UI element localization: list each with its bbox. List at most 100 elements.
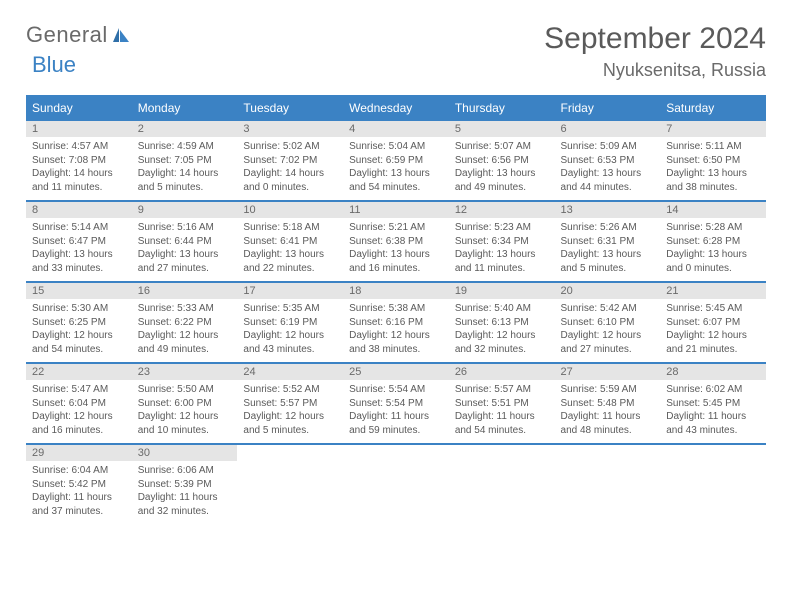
sunset-text: Sunset: 6:31 PM [561, 235, 655, 249]
day-details: Sunrise: 5:52 AMSunset: 5:57 PMDaylight:… [237, 380, 343, 443]
day-number: 27 [555, 364, 661, 380]
day-details: Sunrise: 5:50 AMSunset: 6:00 PMDaylight:… [132, 380, 238, 443]
week-row: 15Sunrise: 5:30 AMSunset: 6:25 PMDayligh… [26, 282, 766, 363]
day-number: 22 [26, 364, 132, 380]
daylight-text-1: Daylight: 13 hours [349, 248, 443, 262]
day-cell: 6Sunrise: 5:09 AMSunset: 6:53 PMDaylight… [555, 120, 661, 201]
day-cell: 1Sunrise: 4:57 AMSunset: 7:08 PMDaylight… [26, 120, 132, 201]
daylight-text-2: and 11 minutes. [32, 181, 126, 195]
daylight-text-2: and 49 minutes. [455, 181, 549, 195]
weekday-header: Saturday [660, 96, 766, 120]
sunset-text: Sunset: 6:47 PM [32, 235, 126, 249]
daylight-text-2: and 43 minutes. [243, 343, 337, 357]
sunrise-text: Sunrise: 5:14 AM [32, 221, 126, 235]
daylight-text-1: Daylight: 12 hours [349, 329, 443, 343]
day-number: 30 [132, 445, 238, 461]
day-number: 13 [555, 202, 661, 218]
sunrise-text: Sunrise: 5:30 AM [32, 302, 126, 316]
day-cell [343, 444, 449, 524]
daylight-text-2: and 11 minutes. [455, 262, 549, 276]
month-title: September 2024 [544, 22, 766, 56]
day-details: Sunrise: 5:14 AMSunset: 6:47 PMDaylight:… [26, 218, 132, 281]
day-cell: 11Sunrise: 5:21 AMSunset: 6:38 PMDayligh… [343, 201, 449, 282]
sunset-text: Sunset: 6:38 PM [349, 235, 443, 249]
day-cell: 20Sunrise: 5:42 AMSunset: 6:10 PMDayligh… [555, 282, 661, 363]
sunrise-text: Sunrise: 5:40 AM [455, 302, 549, 316]
logo: General [26, 22, 131, 50]
day-cell [555, 444, 661, 524]
daylight-text-1: Daylight: 12 hours [138, 410, 232, 424]
day-details: Sunrise: 5:21 AMSunset: 6:38 PMDaylight:… [343, 218, 449, 281]
daylight-text-1: Daylight: 11 hours [138, 491, 232, 505]
day-details: Sunrise: 6:04 AMSunset: 5:42 PMDaylight:… [26, 461, 132, 524]
day-number: 16 [132, 283, 238, 299]
daylight-text-2: and 5 minutes. [243, 424, 337, 438]
day-number: 18 [343, 283, 449, 299]
day-number: 26 [449, 364, 555, 380]
daylight-text-2: and 49 minutes. [138, 343, 232, 357]
day-cell: 4Sunrise: 5:04 AMSunset: 6:59 PMDaylight… [343, 120, 449, 201]
day-cell: 29Sunrise: 6:04 AMSunset: 5:42 PMDayligh… [26, 444, 132, 524]
daylight-text-2: and 10 minutes. [138, 424, 232, 438]
daylight-text-2: and 54 minutes. [349, 181, 443, 195]
sunset-text: Sunset: 6:16 PM [349, 316, 443, 330]
day-details: Sunrise: 5:45 AMSunset: 6:07 PMDaylight:… [660, 299, 766, 362]
day-cell: 14Sunrise: 5:28 AMSunset: 6:28 PMDayligh… [660, 201, 766, 282]
daylight-text-1: Daylight: 14 hours [32, 167, 126, 181]
sunset-text: Sunset: 6:19 PM [243, 316, 337, 330]
daylight-text-1: Daylight: 12 hours [243, 329, 337, 343]
sunrise-text: Sunrise: 5:52 AM [243, 383, 337, 397]
weekday-header: Thursday [449, 96, 555, 120]
day-number: 28 [660, 364, 766, 380]
location: Nyuksenitsa, Russia [544, 60, 766, 81]
sunrise-text: Sunrise: 5:45 AM [666, 302, 760, 316]
day-number: 6 [555, 121, 661, 137]
day-number: 10 [237, 202, 343, 218]
day-details: Sunrise: 4:59 AMSunset: 7:05 PMDaylight:… [132, 137, 238, 200]
sunrise-text: Sunrise: 5:16 AM [138, 221, 232, 235]
day-details: Sunrise: 5:26 AMSunset: 6:31 PMDaylight:… [555, 218, 661, 281]
day-cell: 16Sunrise: 5:33 AMSunset: 6:22 PMDayligh… [132, 282, 238, 363]
day-cell: 9Sunrise: 5:16 AMSunset: 6:44 PMDaylight… [132, 201, 238, 282]
day-details: Sunrise: 5:57 AMSunset: 5:51 PMDaylight:… [449, 380, 555, 443]
day-number: 21 [660, 283, 766, 299]
sunset-text: Sunset: 7:08 PM [32, 154, 126, 168]
day-details: Sunrise: 6:06 AMSunset: 5:39 PMDaylight:… [132, 461, 238, 524]
day-cell: 17Sunrise: 5:35 AMSunset: 6:19 PMDayligh… [237, 282, 343, 363]
sunset-text: Sunset: 6:04 PM [32, 397, 126, 411]
sunrise-text: Sunrise: 5:21 AM [349, 221, 443, 235]
day-number: 29 [26, 445, 132, 461]
day-cell: 15Sunrise: 5:30 AMSunset: 6:25 PMDayligh… [26, 282, 132, 363]
sunset-text: Sunset: 5:42 PM [32, 478, 126, 492]
sunrise-text: Sunrise: 4:59 AM [138, 140, 232, 154]
sunrise-text: Sunrise: 5:38 AM [349, 302, 443, 316]
sunset-text: Sunset: 6:25 PM [32, 316, 126, 330]
sunset-text: Sunset: 6:13 PM [455, 316, 549, 330]
sunset-text: Sunset: 5:45 PM [666, 397, 760, 411]
day-details: Sunrise: 5:16 AMSunset: 6:44 PMDaylight:… [132, 218, 238, 281]
daylight-text-1: Daylight: 14 hours [138, 167, 232, 181]
day-number: 7 [660, 121, 766, 137]
logo-text-blue: Blue [32, 52, 76, 78]
weekday-header: Tuesday [237, 96, 343, 120]
day-details: Sunrise: 5:11 AMSunset: 6:50 PMDaylight:… [660, 137, 766, 200]
daylight-text-2: and 48 minutes. [561, 424, 655, 438]
sunrise-text: Sunrise: 5:33 AM [138, 302, 232, 316]
sunrise-text: Sunrise: 6:06 AM [138, 464, 232, 478]
day-number: 4 [343, 121, 449, 137]
calendar-table: SundayMondayTuesdayWednesdayThursdayFrid… [26, 95, 766, 524]
daylight-text-2: and 27 minutes. [561, 343, 655, 357]
day-details: Sunrise: 4:57 AMSunset: 7:08 PMDaylight:… [26, 137, 132, 200]
sunrise-text: Sunrise: 5:11 AM [666, 140, 760, 154]
daylight-text-1: Daylight: 13 hours [561, 167, 655, 181]
sunrise-text: Sunrise: 6:02 AM [666, 383, 760, 397]
daylight-text-2: and 38 minutes. [349, 343, 443, 357]
sunrise-text: Sunrise: 5:59 AM [561, 383, 655, 397]
day-cell: 22Sunrise: 5:47 AMSunset: 6:04 PMDayligh… [26, 363, 132, 444]
daylight-text-1: Daylight: 12 hours [32, 329, 126, 343]
day-cell: 24Sunrise: 5:52 AMSunset: 5:57 PMDayligh… [237, 363, 343, 444]
sunset-text: Sunset: 6:56 PM [455, 154, 549, 168]
daylight-text-1: Daylight: 11 hours [561, 410, 655, 424]
day-cell: 25Sunrise: 5:54 AMSunset: 5:54 PMDayligh… [343, 363, 449, 444]
title-block: September 2024 Nyuksenitsa, Russia [544, 22, 766, 81]
